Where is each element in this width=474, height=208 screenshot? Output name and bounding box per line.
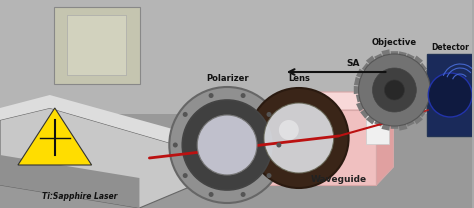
Polygon shape — [425, 69, 433, 78]
Circle shape — [264, 103, 334, 173]
Circle shape — [182, 100, 272, 190]
Polygon shape — [0, 95, 194, 150]
Polygon shape — [407, 53, 415, 59]
Circle shape — [182, 112, 188, 117]
Circle shape — [197, 115, 257, 175]
Polygon shape — [354, 86, 359, 94]
Circle shape — [173, 142, 178, 147]
Polygon shape — [374, 121, 382, 127]
Polygon shape — [414, 116, 423, 124]
Polygon shape — [428, 94, 433, 102]
Polygon shape — [374, 53, 382, 59]
Text: Waveguide: Waveguide — [310, 175, 367, 184]
FancyBboxPatch shape — [366, 108, 389, 144]
Polygon shape — [382, 49, 390, 56]
Circle shape — [373, 68, 416, 112]
Polygon shape — [399, 51, 407, 56]
Polygon shape — [267, 92, 393, 110]
Circle shape — [209, 192, 214, 197]
Polygon shape — [376, 92, 393, 185]
Polygon shape — [391, 51, 398, 54]
Polygon shape — [430, 86, 435, 94]
Circle shape — [358, 54, 430, 126]
Circle shape — [249, 88, 348, 188]
Polygon shape — [407, 121, 415, 127]
Polygon shape — [366, 116, 375, 124]
Text: Detector: Detector — [431, 43, 469, 52]
Polygon shape — [391, 126, 398, 129]
Polygon shape — [356, 94, 360, 102]
Polygon shape — [356, 102, 364, 111]
Text: SA: SA — [347, 59, 360, 68]
Circle shape — [384, 80, 404, 100]
Polygon shape — [399, 124, 408, 131]
Polygon shape — [428, 78, 433, 85]
Polygon shape — [354, 77, 360, 85]
Polygon shape — [356, 69, 364, 78]
Bar — [267, 110, 376, 185]
FancyBboxPatch shape — [427, 54, 473, 136]
Bar — [0, 114, 472, 208]
Text: Ti:Sapphire Laser: Ti:Sapphire Laser — [42, 192, 118, 201]
Text: Lens: Lens — [288, 74, 310, 83]
Polygon shape — [414, 56, 423, 64]
Circle shape — [276, 142, 282, 147]
Circle shape — [169, 87, 285, 203]
Polygon shape — [382, 124, 390, 131]
Circle shape — [241, 192, 246, 197]
FancyBboxPatch shape — [54, 7, 140, 84]
Circle shape — [266, 173, 272, 178]
Polygon shape — [0, 108, 194, 208]
Circle shape — [241, 93, 246, 98]
Polygon shape — [420, 110, 427, 117]
Text: Polarizer: Polarizer — [206, 74, 248, 83]
FancyBboxPatch shape — [67, 15, 127, 75]
Polygon shape — [425, 102, 433, 111]
Circle shape — [428, 73, 472, 117]
Circle shape — [182, 173, 188, 178]
Polygon shape — [366, 56, 375, 64]
Circle shape — [266, 112, 272, 117]
Text: Objective: Objective — [372, 38, 417, 47]
Circle shape — [209, 93, 214, 98]
Circle shape — [279, 120, 299, 140]
Polygon shape — [18, 108, 91, 165]
Bar — [0, 0, 472, 114]
Polygon shape — [0, 155, 139, 208]
Polygon shape — [420, 63, 427, 71]
Polygon shape — [360, 110, 369, 119]
Polygon shape — [362, 63, 369, 71]
